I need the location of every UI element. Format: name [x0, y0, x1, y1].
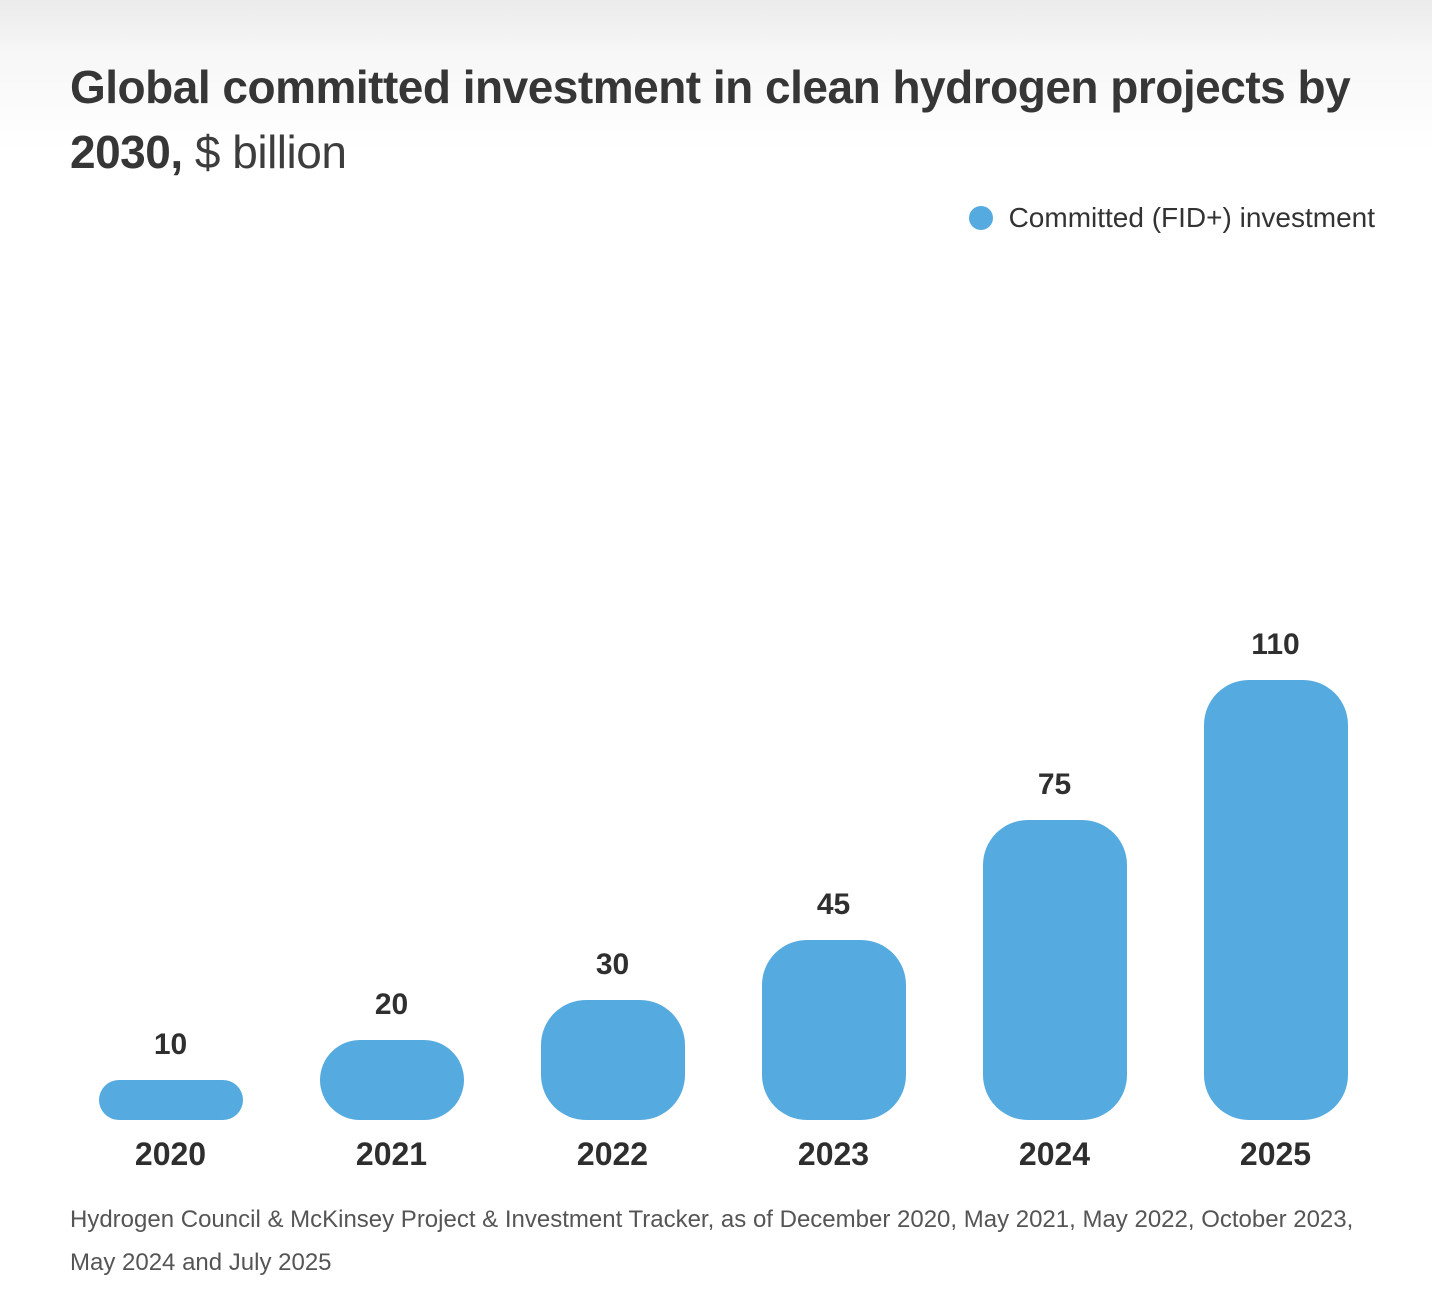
bar: [98, 1080, 243, 1120]
bar: [1203, 680, 1348, 1120]
x-axis-label: 2023: [797, 1136, 870, 1172]
x-axis-label: 2024: [1018, 1136, 1091, 1172]
bar-value-label: 10: [153, 1028, 188, 1061]
bar-value-label: 45: [816, 888, 851, 921]
bar-column: 20 2021: [281, 630, 502, 1175]
x-axis-label: 2025: [1239, 1136, 1312, 1172]
bar-column: 110 2025: [1165, 630, 1386, 1175]
chart-title: Global committed investment in clean hyd…: [70, 55, 1380, 186]
chart-title-unit: $ billion: [182, 126, 347, 179]
legend: Committed (FID+) investment: [968, 202, 1375, 234]
source-note: Hydrogen Council & McKinsey Project & In…: [70, 1206, 1354, 1277]
bar-column: 75 2024: [944, 630, 1165, 1175]
legend-dot-icon: [968, 206, 993, 230]
bar-chart: 10 2020 20 2021 30 2022 45 2023 75 2024 110 2025: [60, 630, 1386, 1175]
x-axis-label: 2021: [355, 1136, 428, 1172]
x-axis-label: 2020: [134, 1136, 207, 1172]
bar: [540, 1000, 685, 1120]
bar-value-label: 20: [374, 988, 409, 1021]
bar-value-label: 110: [1251, 628, 1300, 661]
bar: [319, 1040, 464, 1120]
chart-title-bold: Global committed investment in clean hyd…: [70, 61, 1351, 179]
bar: [761, 940, 906, 1120]
bar-value-label: 75: [1037, 768, 1072, 801]
bar-column: 45 2023: [723, 630, 944, 1175]
x-axis-label: 2022: [576, 1136, 649, 1172]
bar-value-label: 30: [595, 948, 630, 981]
bar: [982, 820, 1127, 1120]
bar-column: 30 2022: [502, 630, 723, 1175]
legend-label: Committed (FID+) investment: [1008, 202, 1375, 233]
bar-column: 10 2020: [60, 630, 281, 1175]
